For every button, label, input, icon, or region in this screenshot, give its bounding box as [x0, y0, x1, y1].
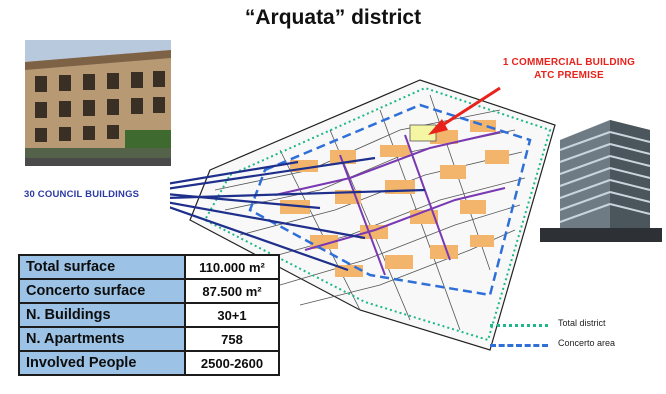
table-row: Concerto surface 87.500 m²: [18, 278, 280, 304]
dotted-line-swatch: [490, 324, 548, 327]
table-row: N. Buildings 30+1: [18, 302, 280, 328]
legend-label: Concerto area: [558, 338, 616, 348]
dashed-line-swatch: [490, 344, 548, 347]
row-value: 30+1: [184, 302, 280, 328]
council-buildings-annotation: 30 COUNCIL BUILDINGS: [24, 189, 140, 200]
page-title: “Arquata” district: [244, 6, 422, 29]
row-label: Involved People: [18, 350, 186, 376]
row-value: 758: [184, 326, 280, 352]
row-label: Total surface: [18, 254, 186, 280]
row-label: N. Apartments: [18, 326, 186, 352]
row-value: 110.000 m²: [184, 254, 280, 280]
commercial-annotation-line2: ATC PREMISE: [534, 70, 604, 81]
table-row: N. Apartments 758: [18, 326, 280, 352]
row-value: 2500-2600: [184, 350, 280, 376]
district-map: [170, 79, 556, 351]
row-value: 87.500 m²: [184, 278, 280, 304]
table-row: Involved People 2500-2600: [18, 350, 280, 376]
row-label: Concerto surface: [18, 278, 186, 304]
commercial-building-annotation: 1 COMMERCIAL BUILDING ATC PREMISE: [474, 56, 664, 82]
commercial-annotation-line1: 1 COMMERCIAL BUILDING: [502, 57, 636, 68]
row-label: N. Buildings: [18, 302, 186, 328]
council-building-photo: [25, 40, 171, 166]
district-stats-table: Total surface 110.000 m² Concerto surfac…: [18, 254, 280, 376]
table-row: Total surface 110.000 m²: [18, 254, 280, 280]
commercial-building-photo: [540, 110, 662, 242]
legend-label: Total district: [558, 318, 606, 328]
